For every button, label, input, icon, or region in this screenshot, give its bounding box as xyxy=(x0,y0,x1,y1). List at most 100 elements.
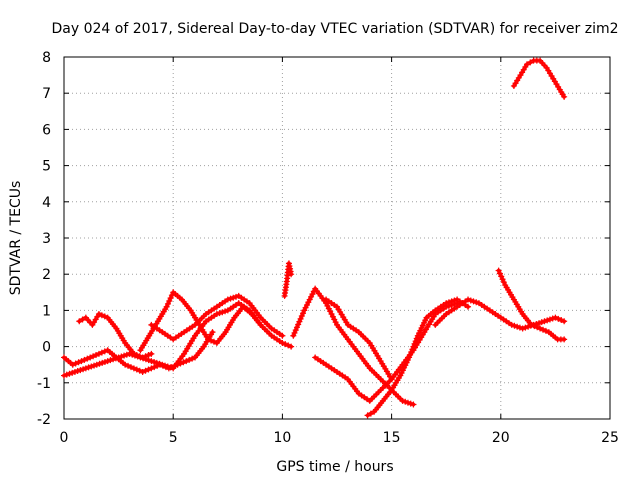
data-point xyxy=(332,319,339,326)
data-point xyxy=(325,305,332,312)
data-point xyxy=(127,364,134,371)
data-point xyxy=(508,321,515,328)
y-tick-label: -2 xyxy=(37,412,51,428)
data-point xyxy=(555,315,562,322)
data-point xyxy=(133,366,140,373)
data-point xyxy=(69,369,76,376)
data-point xyxy=(500,279,507,286)
series-sat-i xyxy=(364,296,472,419)
data-point xyxy=(331,316,338,323)
data-point xyxy=(495,267,502,274)
data-point xyxy=(290,332,297,339)
series-sat-l xyxy=(495,267,568,343)
data-point xyxy=(443,300,450,307)
data-point xyxy=(171,362,178,369)
data-point xyxy=(122,361,129,368)
data-point xyxy=(540,326,547,333)
data-point xyxy=(167,295,174,302)
data-point xyxy=(511,322,518,329)
data-point xyxy=(279,339,286,346)
data-point xyxy=(467,297,474,304)
y-axis-label: SDTVAR / TECUs xyxy=(8,181,24,296)
x-tick-label: 25 xyxy=(601,430,619,446)
data-point xyxy=(69,361,76,368)
data-point xyxy=(87,354,94,361)
data-point xyxy=(210,338,217,345)
data-point xyxy=(407,400,414,407)
data-point xyxy=(209,329,216,336)
data-point xyxy=(305,299,312,306)
data-point xyxy=(519,325,526,332)
data-point xyxy=(413,335,420,342)
data-point xyxy=(75,359,82,366)
data-point xyxy=(279,332,286,339)
data-point xyxy=(445,299,452,306)
data-point xyxy=(222,308,229,315)
series-line xyxy=(496,268,567,342)
data-point xyxy=(96,360,103,367)
data-point xyxy=(558,317,565,324)
data-point xyxy=(72,360,79,367)
data-point xyxy=(66,370,73,377)
data-point xyxy=(546,316,553,323)
data-point xyxy=(285,342,292,349)
data-point xyxy=(81,356,88,363)
data-point xyxy=(74,368,81,375)
data-point xyxy=(71,368,78,375)
data-point xyxy=(309,291,316,298)
data-point xyxy=(98,349,105,356)
y-tick-label: 6 xyxy=(42,122,51,138)
data-point xyxy=(531,323,538,330)
data-point xyxy=(148,350,155,357)
data-point xyxy=(516,324,523,331)
data-point xyxy=(130,350,137,357)
data-point xyxy=(328,311,335,318)
data-point xyxy=(537,325,544,332)
grid xyxy=(64,57,610,419)
data-point xyxy=(302,304,309,311)
data-point xyxy=(549,315,556,322)
data-point xyxy=(411,340,418,347)
series-line xyxy=(77,312,154,360)
data-point xyxy=(404,399,411,406)
data-point xyxy=(95,350,102,357)
data-point xyxy=(561,318,568,325)
data-point xyxy=(101,313,108,320)
data-point xyxy=(230,294,237,301)
data-point xyxy=(293,324,300,331)
data-point xyxy=(364,412,371,419)
data-point xyxy=(139,354,146,361)
data-point xyxy=(213,311,220,318)
data-point xyxy=(151,364,158,371)
data-point xyxy=(139,368,146,375)
data-point xyxy=(151,358,158,365)
data-point xyxy=(538,319,545,326)
x-tick-label: 0 xyxy=(60,430,69,446)
data-point xyxy=(121,352,128,359)
data-point xyxy=(542,327,549,334)
series-sat-g xyxy=(290,285,417,408)
x-axis-label: GPS time / hours xyxy=(276,459,393,475)
series-sat-e xyxy=(148,292,286,343)
series-line xyxy=(324,297,394,382)
data-point xyxy=(232,293,239,300)
series-sat-j xyxy=(323,296,395,383)
data-point xyxy=(183,358,190,365)
data-point xyxy=(168,364,175,371)
data-point xyxy=(95,311,102,318)
y-tick-label: 8 xyxy=(42,50,51,66)
data-point xyxy=(292,327,299,334)
x-tick-label: 10 xyxy=(273,430,291,446)
data-point xyxy=(163,303,170,310)
data-point xyxy=(298,313,305,320)
data-point xyxy=(148,358,155,365)
data-point xyxy=(470,298,477,305)
data-point xyxy=(101,358,108,365)
data-point xyxy=(154,362,161,369)
data-point xyxy=(91,362,98,369)
data-point xyxy=(499,276,506,283)
data-point xyxy=(133,352,140,359)
data-series xyxy=(61,57,568,419)
data-point xyxy=(224,296,231,303)
data-point xyxy=(168,292,175,299)
